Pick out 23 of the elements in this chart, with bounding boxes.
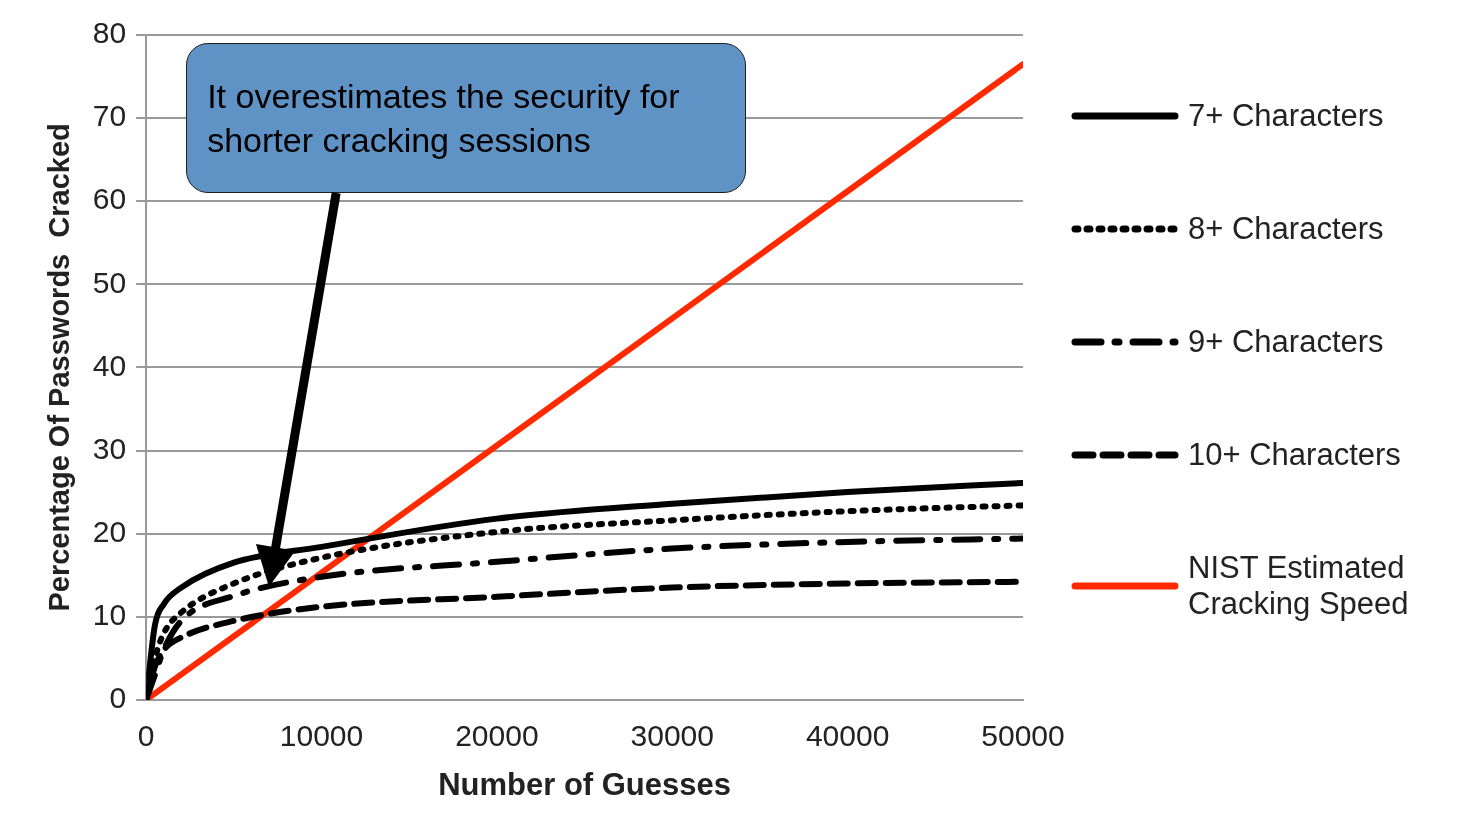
y-tick-label: 0: [109, 681, 127, 715]
y-tick-label: 30: [92, 431, 127, 465]
x-tick-label: 10000: [279, 719, 364, 753]
y-axis-title: Percentage Of Passwords Cracked: [43, 123, 76, 612]
legend-label: 9+ Characters: [1188, 323, 1384, 360]
y-tick-label: 70: [92, 99, 127, 133]
legend-label: 10+ Characters: [1188, 436, 1401, 473]
x-tick-label: 30000: [630, 719, 714, 753]
x-tick-label: 50000: [981, 719, 1065, 753]
legend-label: NIST Estimated Cracking Speed: [1188, 549, 1410, 622]
y-tick-label: 60: [92, 182, 127, 216]
y-tick-label: 10: [92, 597, 127, 631]
x-tick-label: 20000: [455, 719, 539, 753]
y-tick-label: 50: [92, 265, 127, 299]
y-tick-label: 80: [92, 16, 127, 50]
legend-label: 8+ Characters: [1188, 211, 1384, 248]
legend-label: 7+ Characters: [1188, 98, 1384, 135]
x-tick-label: 0: [137, 719, 155, 753]
annotation: It overestimates the security for shorter cracking sessions: [186, 43, 747, 193]
y-tick-label: 20: [92, 514, 127, 548]
y-tick-label: 40: [92, 348, 127, 382]
x-axis-title: Number of Guesses: [438, 766, 732, 802]
x-tick-label: 40000: [805, 719, 890, 753]
